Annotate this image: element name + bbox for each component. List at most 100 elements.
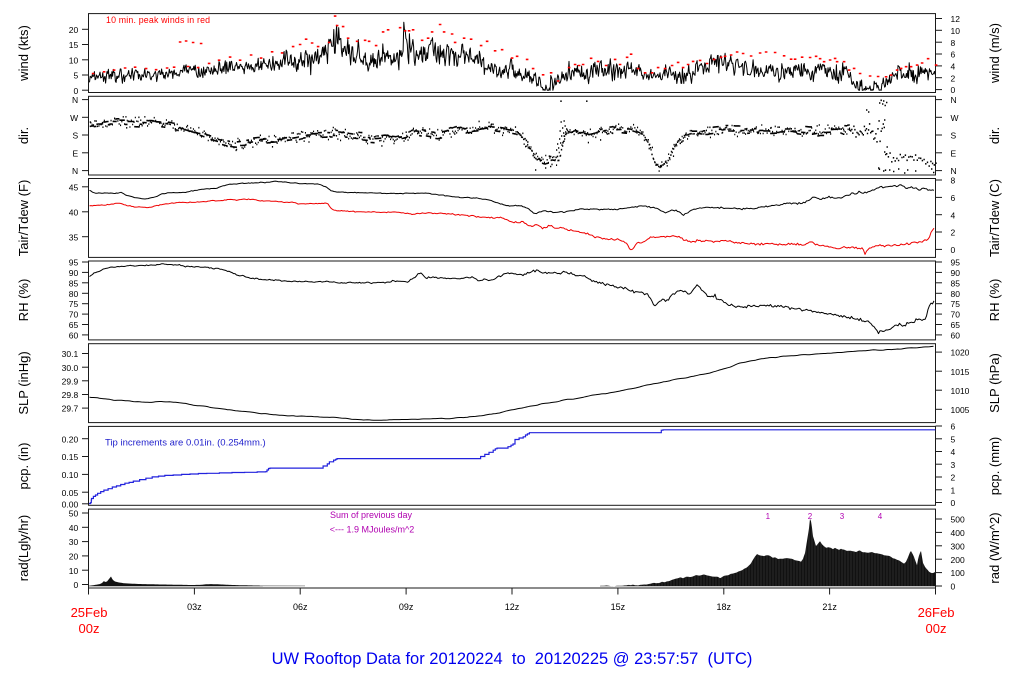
svg-text:500: 500 [951,515,965,525]
svg-text:S: S [73,131,79,141]
svg-text:8: 8 [951,176,956,186]
svg-text:RH (%): RH (%) [16,279,31,322]
svg-text:E: E [73,148,79,158]
svg-text:30: 30 [69,537,79,547]
svg-text:SLP (hPa): SLP (hPa) [987,353,1002,413]
svg-text:5: 5 [951,434,956,444]
svg-text:20: 20 [69,552,79,562]
svg-text:95: 95 [951,258,961,268]
svg-text:N: N [951,95,957,105]
svg-text:Tair/Tdew (F): Tair/Tdew (F) [16,180,31,257]
svg-text:09z: 09z [399,602,414,612]
svg-text:26Feb: 26Feb [918,605,955,620]
svg-text:50: 50 [69,509,79,519]
svg-text:0: 0 [951,582,956,592]
svg-text:100: 100 [951,568,965,578]
svg-text:12: 12 [951,14,961,24]
svg-text:UW Rooftop Data for 20120224: UW Rooftop Data for 20120224 to 20120225… [272,650,753,668]
svg-text:10: 10 [69,55,79,65]
svg-text:N: N [72,95,78,105]
svg-text:S: S [951,131,957,141]
svg-text:wind (kts): wind (kts) [16,25,31,82]
svg-text:RH (%): RH (%) [987,279,1002,322]
svg-text:4: 4 [951,62,956,72]
svg-text:dir.: dir. [16,127,31,144]
svg-text:1: 1 [766,512,771,521]
svg-text:10 min. peak winds in red: 10 min. peak winds in red [106,15,210,25]
svg-text:6: 6 [951,50,956,60]
svg-text:3: 3 [951,460,956,470]
svg-text:0.10: 0.10 [62,470,79,480]
svg-text:1010: 1010 [951,386,970,396]
svg-text:80: 80 [951,289,961,299]
svg-text:15z: 15z [611,602,626,612]
svg-text:80: 80 [69,289,79,299]
svg-text:4: 4 [951,210,956,220]
svg-text:2: 2 [808,512,813,521]
svg-text:00z: 00z [79,621,100,636]
svg-text:rad(Lgly/hr): rad(Lgly/hr) [16,515,31,581]
svg-text:85: 85 [951,278,961,288]
svg-text:15: 15 [69,40,79,50]
svg-text:wind (m/s): wind (m/s) [987,23,1002,84]
svg-text:90: 90 [69,268,79,278]
svg-text:6: 6 [951,193,956,203]
svg-text:Tip increments are 0.01in. (0.: Tip increments are 0.01in. (0.254mm.) [105,438,266,449]
svg-text:dir.: dir. [987,127,1002,144]
svg-text:75: 75 [951,299,961,309]
svg-text:N: N [72,166,78,176]
svg-text:8: 8 [951,38,956,48]
svg-text:W: W [70,113,78,123]
svg-text:0.05: 0.05 [62,488,79,498]
svg-text:pcp. (mm): pcp. (mm) [987,437,1002,496]
svg-text:0: 0 [73,580,78,590]
svg-text:45: 45 [69,182,79,192]
svg-text:4: 4 [878,512,883,521]
svg-text:95: 95 [69,258,79,268]
svg-text:30.0: 30.0 [62,363,79,373]
svg-text:35: 35 [69,232,79,242]
svg-text:20: 20 [69,25,79,35]
svg-text:10: 10 [69,566,79,576]
svg-text:40: 40 [69,523,79,533]
svg-text:06z: 06z [293,602,308,612]
svg-text:29.8: 29.8 [62,390,79,400]
svg-text:12z: 12z [505,602,520,612]
svg-text:85: 85 [69,278,79,288]
svg-text:65: 65 [69,320,79,330]
svg-text:60: 60 [951,331,961,341]
svg-text:00z: 00z [926,621,947,636]
svg-text:N: N [951,166,957,176]
svg-text:<--- 1.9 MJoules/m^2: <--- 1.9 MJoules/m^2 [330,525,415,535]
svg-text:0.15: 0.15 [62,452,79,462]
svg-text:1020: 1020 [951,348,970,358]
svg-text:pcp. (in): pcp. (in) [16,443,31,490]
svg-text:03z: 03z [187,602,202,612]
svg-text:65: 65 [951,320,961,330]
svg-text:10: 10 [951,26,961,36]
svg-text:Tair/Tdew (C): Tair/Tdew (C) [987,179,1002,257]
svg-text:E: E [951,148,957,158]
svg-text:SLP (inHg): SLP (inHg) [16,351,31,414]
svg-text:5: 5 [73,71,78,81]
svg-text:0: 0 [73,86,78,96]
svg-text:1: 1 [951,485,956,495]
svg-text:2: 2 [951,73,956,83]
svg-text:21z: 21z [822,602,837,612]
svg-text:400: 400 [951,528,965,538]
svg-text:60: 60 [69,331,79,341]
svg-text:0.00: 0.00 [62,499,79,509]
svg-text:29.9: 29.9 [62,376,79,386]
svg-text:70: 70 [951,310,961,320]
svg-text:2: 2 [951,473,956,483]
svg-text:rad (W/m^2): rad (W/m^2) [987,512,1002,583]
svg-text:0: 0 [951,245,956,255]
svg-text:0: 0 [951,498,956,508]
svg-text:0: 0 [951,85,956,95]
svg-text:25Feb: 25Feb [71,605,108,620]
svg-text:4: 4 [951,447,956,457]
svg-text:3: 3 [840,512,845,521]
svg-text:W: W [951,113,959,123]
svg-text:6: 6 [951,422,956,432]
svg-text:1005: 1005 [951,405,970,415]
